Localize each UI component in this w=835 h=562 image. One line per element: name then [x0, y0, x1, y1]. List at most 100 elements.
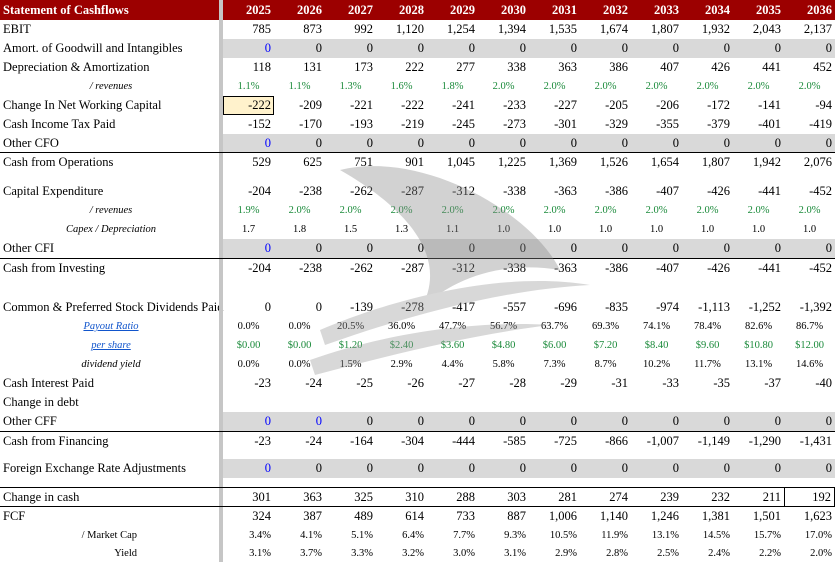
cell-fcf-2036[interactable]: 1,623 [803, 509, 832, 523]
row-label[interactable]: / revenues [89, 81, 133, 92]
cell-ebit-2033[interactable]: 1,807 [650, 22, 679, 36]
per-share-link[interactable]: per share [91, 340, 131, 351]
cell-change-in-net-working-capital-2033[interactable]: -206 [656, 98, 679, 112]
cell-change-in-debt-2027[interactable] [325, 393, 376, 412]
cell-common-preferred-stock-dividends-paid-2026[interactable]: 0 [315, 300, 322, 314]
cell-cash-from-operations-2028[interactable]: 901 [405, 155, 424, 169]
row-label[interactable]: Change in cash [3, 489, 80, 504]
cell-other-cfo-2033[interactable]: 0 [631, 134, 682, 152]
cell-common-preferred-stock-dividends-paid-2032[interactable]: -835 [605, 300, 628, 314]
cell-other-cff-2026[interactable]: 0 [274, 412, 325, 431]
cell-ebit-2028[interactable]: 1,120 [395, 22, 424, 36]
cell-change-in-debt-2035[interactable] [733, 393, 784, 412]
cell-revenues-2033[interactable]: 2.0% [645, 205, 668, 216]
cell-other-cff-2035[interactable]: 0 [733, 412, 784, 431]
year-header-2026[interactable]: 2026 [297, 2, 322, 17]
year-header-2036[interactable]: 2036 [807, 2, 832, 17]
cell-ebit-2026[interactable]: 873 [303, 22, 322, 36]
cell-fcf-2031[interactable]: 1,006 [548, 509, 577, 523]
cell-change-in-cash-2030[interactable]: 303 [507, 489, 526, 504]
cell-yield-2034[interactable]: 2.4% [708, 547, 730, 559]
cell-cash-interest-paid-2025[interactable]: -23 [254, 376, 271, 390]
cell-per-share-2027[interactable]: $1.20 [338, 340, 363, 351]
cell-change-in-net-working-capital-2035[interactable]: -141 [758, 98, 781, 112]
row-label[interactable]: EBIT [3, 22, 31, 36]
row-label[interactable]: Amort. of Goodwill and Intangibles [3, 41, 183, 55]
cell-capex-depreciation-2032[interactable]: 1.0 [598, 224, 613, 235]
row-label[interactable]: Change in debt [3, 395, 79, 409]
cell-other-cfi-2029[interactable]: 0 [427, 239, 478, 258]
cell-payout-ratio-2032[interactable]: 69.3% [591, 321, 620, 332]
row-label[interactable]: FCF [3, 509, 26, 523]
cell-capital-expenditure-2036[interactable]: -452 [809, 184, 832, 198]
cell-other-cfo-2030[interactable]: 0 [478, 134, 529, 152]
cell-foreign-exchange-rate-adjustments-2035[interactable]: 0 [733, 459, 784, 478]
cell-change-in-debt-2034[interactable] [682, 393, 733, 412]
cell-change-in-cash-2026[interactable]: 363 [303, 489, 322, 504]
cell-depreciation-amortization-2034[interactable]: 426 [711, 60, 730, 74]
year-header-2027[interactable]: 2027 [348, 2, 373, 17]
cell-capital-expenditure-2033[interactable]: -407 [656, 184, 679, 198]
row-label[interactable]: / revenues [89, 205, 133, 216]
cell-per-share-2032[interactable]: $7.20 [593, 340, 618, 351]
cell-market-cap-2032[interactable]: 11.9% [601, 529, 628, 541]
cell-dividend-yield-2031[interactable]: 7.3% [543, 359, 566, 370]
cell-cash-from-financing-2025[interactable]: -23 [254, 433, 271, 448]
cell-per-share-2033[interactable]: $8.40 [644, 340, 669, 351]
cell-other-cfi-2033[interactable]: 0 [631, 239, 682, 258]
cell-revenues-2027[interactable]: 1.3% [339, 81, 362, 92]
cell-other-cff-2031[interactable]: 0 [529, 412, 580, 431]
cell-revenues-2026[interactable]: 1.1% [288, 81, 311, 92]
cell-dividend-yield-2026[interactable]: 0.0% [288, 359, 311, 370]
cell-cash-interest-paid-2028[interactable]: -26 [407, 376, 424, 390]
cell-revenues-2028[interactable]: 2.0% [390, 205, 413, 216]
cell-cash-income-tax-paid-2027[interactable]: -193 [350, 117, 373, 131]
row-label[interactable]: Change In Net Working Capital [3, 98, 162, 112]
cell-cash-from-financing-2033[interactable]: -1,007 [646, 433, 679, 448]
cell-common-preferred-stock-dividends-paid-2033[interactable]: -974 [656, 300, 679, 314]
cell-cash-income-tax-paid-2031[interactable]: -301 [554, 117, 577, 131]
cell-ebit-2034[interactable]: 1,932 [701, 22, 730, 36]
cell-amort-of-goodwill-and-intangibles-2027[interactable]: 0 [325, 39, 376, 58]
cell-cash-from-financing-2026[interactable]: -24 [305, 433, 322, 448]
cell-yield-2025[interactable]: 3.1% [249, 547, 271, 559]
cell-depreciation-amortization-2028[interactable]: 222 [405, 60, 424, 74]
cell-ebit-2036[interactable]: 2,137 [803, 22, 832, 36]
row-label[interactable]: Other CFO [3, 135, 59, 150]
cell-depreciation-amortization-2027[interactable]: 173 [354, 60, 373, 74]
cell-revenues-2034[interactable]: 2.0% [696, 81, 719, 92]
cell-per-share-2030[interactable]: $4.80 [491, 340, 516, 351]
cell-change-in-net-working-capital-2034[interactable]: -172 [707, 98, 730, 112]
cell-change-in-cash-2035[interactable]: 211 [762, 489, 781, 504]
cell-capital-expenditure-2031[interactable]: -363 [554, 184, 577, 198]
cell-cash-from-financing-2034[interactable]: -1,149 [697, 433, 730, 448]
cell-cash-income-tax-paid-2033[interactable]: -355 [656, 117, 679, 131]
cell-common-preferred-stock-dividends-paid-2035[interactable]: -1,252 [748, 300, 781, 314]
cell-other-cfi-2028[interactable]: 0 [376, 239, 427, 258]
cell-foreign-exchange-rate-adjustments-2032[interactable]: 0 [580, 459, 631, 478]
cell-dividend-yield-2032[interactable]: 8.7% [594, 359, 617, 370]
cell-amort-of-goodwill-and-intangibles-2028[interactable]: 0 [376, 39, 427, 58]
cell-ebit-2032[interactable]: 1,674 [599, 22, 628, 36]
cell-fcf-2035[interactable]: 1,501 [752, 509, 781, 523]
cell-yield-2033[interactable]: 2.5% [657, 547, 679, 559]
cell-dividend-yield-2029[interactable]: 4.4% [441, 359, 464, 370]
cell-revenues-2029[interactable]: 1.8% [441, 81, 464, 92]
cell-other-cfo-2031[interactable]: 0 [529, 134, 580, 152]
cell-foreign-exchange-rate-adjustments-2033[interactable]: 0 [631, 459, 682, 478]
cell-cash-from-operations-2027[interactable]: 751 [354, 155, 373, 169]
cell-market-cap-2029[interactable]: 7.7% [453, 529, 475, 541]
cell-change-in-net-working-capital-2027[interactable]: -221 [350, 98, 373, 112]
cell-cash-from-investing-2031[interactable]: -363 [554, 261, 577, 275]
cell-fcf-2028[interactable]: 614 [405, 509, 424, 523]
cell-other-cfo-2036[interactable]: 0 [784, 134, 835, 152]
cell-cash-from-investing-2034[interactable]: -426 [707, 261, 730, 275]
cell-common-preferred-stock-dividends-paid-2029[interactable]: -417 [452, 300, 475, 314]
cell-amort-of-goodwill-and-intangibles-2026[interactable]: 0 [274, 39, 325, 58]
cell-common-preferred-stock-dividends-paid-2034[interactable]: -1,113 [698, 300, 730, 314]
cell-cash-from-investing-2029[interactable]: -312 [452, 261, 475, 275]
cell-common-preferred-stock-dividends-paid-2031[interactable]: -696 [554, 300, 577, 314]
cell-change-in-cash-2031[interactable]: 281 [558, 489, 577, 504]
cell-change-in-net-working-capital-2028[interactable]: -222 [401, 98, 424, 112]
cell-fcf-2032[interactable]: 1,140 [599, 509, 628, 523]
